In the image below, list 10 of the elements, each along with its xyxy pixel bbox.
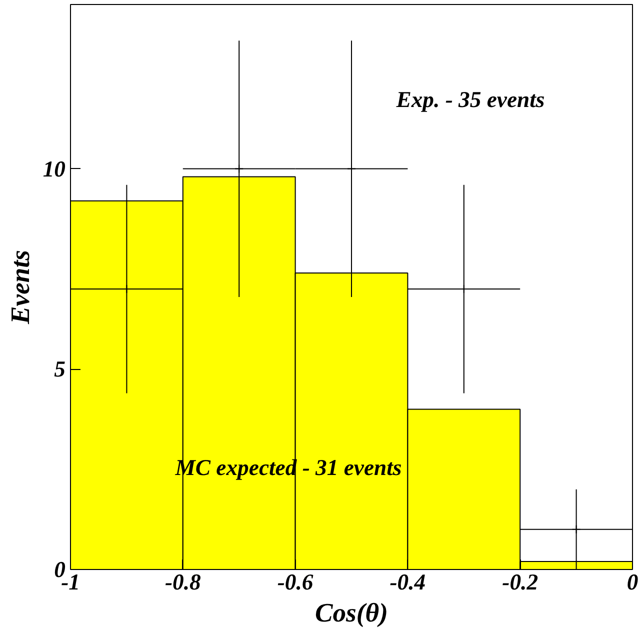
y-tick-label: 5 [54, 356, 66, 382]
y-axis-title: Events [4, 250, 35, 326]
x-axis-title: Cos(θ) [314, 598, 388, 628]
x-tick-label: -0.6 [277, 570, 314, 594]
annotation: Exp. - 35 events [395, 87, 545, 112]
x-tick-label: -0.4 [390, 570, 426, 594]
x-tick-label: -0.2 [502, 570, 538, 594]
x-tick-label: 0 [626, 570, 638, 594]
x-tick-label: -0.8 [164, 570, 201, 594]
y-tick-label: 10 [42, 156, 66, 182]
